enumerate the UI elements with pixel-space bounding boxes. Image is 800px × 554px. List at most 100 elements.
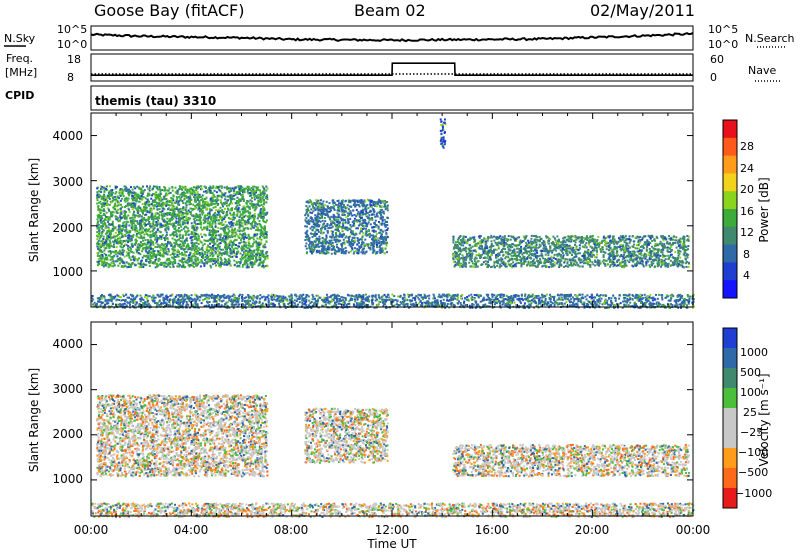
- echo-cell: [158, 205, 161, 207]
- echo-cell: [175, 229, 178, 232]
- echo-cell: [134, 224, 137, 227]
- echo-cell: [178, 211, 181, 214]
- echo-cell: [131, 195, 134, 197]
- echo-cell: [370, 210, 373, 213]
- echo-cell: [169, 200, 171, 202]
- cpid-row: CPID themis (tau) 3310: [5, 85, 694, 111]
- echo-cell: [238, 242, 241, 245]
- echo-cell: [369, 201, 372, 204]
- echo-cell: [197, 208, 200, 211]
- echo-cell: [186, 230, 189, 233]
- echo-cell: [360, 227, 362, 230]
- echo-cell: [351, 231, 354, 234]
- echo-cell: [127, 236, 130, 239]
- echo-cell: [265, 236, 268, 239]
- echo-cell: [344, 236, 347, 239]
- echo-cell: [222, 251, 225, 254]
- echo-cell: [138, 200, 141, 203]
- echo-cell: [174, 234, 177, 237]
- echo-cell: [254, 222, 257, 225]
- echo-cell: [147, 239, 150, 242]
- echo-cell: [171, 248, 174, 251]
- echo-cell: [142, 196, 145, 199]
- echo-cell: [160, 188, 163, 191]
- echo-cell: [144, 197, 147, 200]
- echo-cell: [125, 224, 128, 227]
- echo-cell: [264, 221, 267, 224]
- echo-cell: [184, 189, 187, 192]
- echo-cell: [135, 251, 138, 254]
- echo-cell: [353, 250, 356, 253]
- echo-cell: [344, 219, 347, 222]
- echo-cell: [199, 265, 202, 268]
- echo-cell: [305, 247, 308, 250]
- echo-cell: [214, 218, 217, 221]
- echo-cell: [134, 264, 137, 267]
- echo-cell: [250, 249, 252, 252]
- echo-cell: [384, 208, 387, 211]
- echo-cell: [366, 229, 369, 232]
- noise-right-tick-bottom: 10^0: [708, 38, 738, 51]
- echo-cell: [162, 251, 165, 254]
- echo-cell: [324, 248, 327, 250]
- echo-cell: [371, 213, 374, 216]
- echo-cell: [363, 247, 365, 250]
- echo-cell: [119, 219, 121, 222]
- echo-cell: [371, 229, 374, 232]
- echo-cell: [224, 226, 227, 229]
- echo-cell: [186, 227, 189, 230]
- echo-cell: [243, 248, 246, 251]
- echo-cell: [169, 241, 171, 244]
- echo-cell: [149, 253, 152, 256]
- echo-cell: [224, 250, 227, 253]
- echo-cell: [156, 223, 159, 226]
- echo-cell: [131, 205, 134, 208]
- echo-cell: [320, 214, 323, 217]
- echo-cell: [137, 215, 140, 218]
- echo-cell: [250, 227, 253, 230]
- echo-cell: [360, 209, 363, 212]
- echo-cell: [314, 234, 317, 237]
- echo-cell: [194, 196, 197, 199]
- echo-cell: [386, 236, 389, 239]
- echo-cell: [112, 229, 114, 232]
- echo-cell: [253, 215, 256, 217]
- echo-cell: [218, 245, 221, 248]
- echo-cell: [189, 252, 192, 255]
- echo-cell: [204, 253, 206, 256]
- echo-cell: [181, 244, 184, 247]
- echo-cell: [161, 198, 164, 201]
- echo-cell: [168, 204, 171, 207]
- echo-cell: [327, 242, 330, 244]
- echo-cell: [262, 206, 264, 209]
- echo-cell: [184, 266, 187, 269]
- echo-cell: [139, 191, 142, 194]
- echo-cell: [262, 192, 264, 195]
- echo-cell: [228, 221, 230, 224]
- echo-cell: [153, 255, 156, 258]
- echo-cell: [305, 205, 308, 208]
- echo-cell: [175, 235, 178, 238]
- echo-cell: [225, 204, 228, 207]
- echo-cell: [209, 237, 212, 240]
- echo-cell: [230, 234, 233, 237]
- echo-cell: [256, 228, 259, 231]
- echo-cell: [132, 197, 135, 199]
- echo-cell: [368, 243, 371, 246]
- echo-cell: [209, 248, 212, 251]
- echo-cell: [147, 203, 150, 206]
- echo-cell: [217, 250, 220, 252]
- echo-cell: [181, 237, 184, 240]
- echo-cell: [174, 260, 177, 263]
- echo-cell: [232, 248, 235, 251]
- echo-cell: [129, 234, 132, 237]
- echo-cell: [145, 210, 148, 213]
- echo-cell: [196, 216, 199, 219]
- echo-cell: [155, 191, 158, 194]
- echo-cell: [366, 225, 369, 228]
- echo-cell: [140, 259, 143, 262]
- echo-cell: [203, 243, 206, 245]
- echo-cell: [178, 220, 181, 223]
- echo-cell: [220, 221, 223, 224]
- echo-cell: [159, 190, 162, 193]
